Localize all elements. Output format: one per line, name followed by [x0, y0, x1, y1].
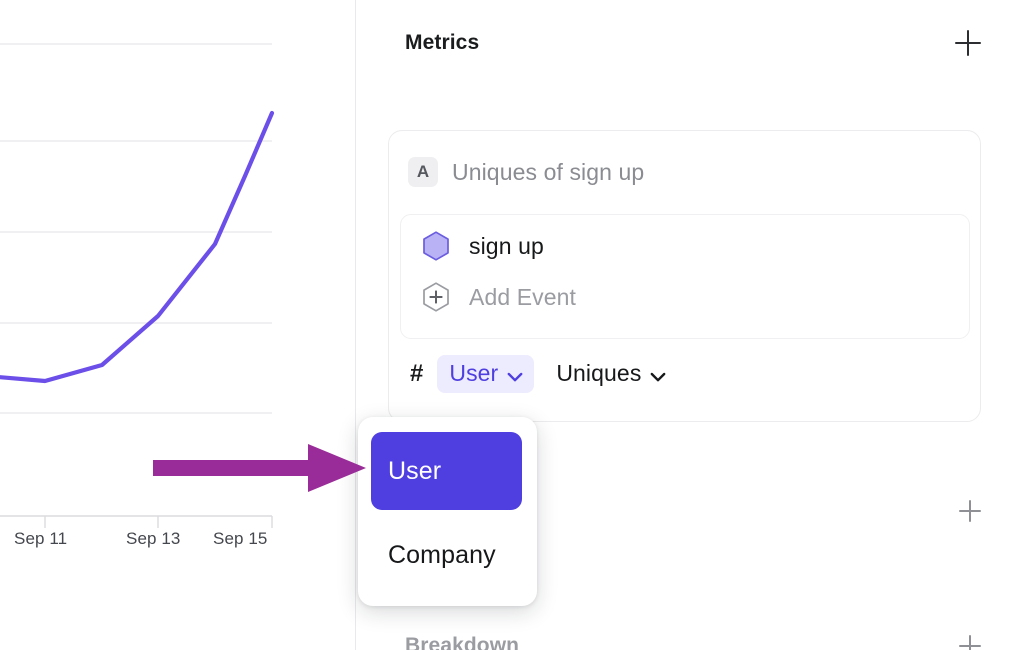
breakdown-section-header: Breakdown [405, 634, 981, 650]
aggregation-row: # User Uniques [410, 355, 677, 393]
measure-type-value: Uniques [556, 360, 642, 386]
metric-title: Uniques of sign up [452, 158, 645, 185]
chart-gridlines [0, 43, 272, 414]
chart-series-line [0, 110, 275, 384]
add-metric-button[interactable] [955, 30, 981, 56]
hexagon-filled-icon [419, 229, 453, 263]
metrics-section-header: Metrics [405, 30, 981, 56]
chart-x-axis [0, 515, 273, 528]
chevron-down-icon [650, 369, 666, 381]
hexagon-plus-icon [419, 280, 453, 314]
event-row[interactable]: sign up [419, 226, 544, 266]
event-label: sign up [469, 232, 544, 259]
metric-letter-badge: A [408, 157, 438, 187]
dropdown-option-user[interactable]: User [371, 432, 522, 510]
events-card: sign up Add Event [400, 214, 970, 339]
x-tick-label-0: Sep 11 [14, 529, 68, 548]
chevron-down-icon [507, 369, 523, 381]
x-tick-label-1: Sep 13 [126, 529, 181, 548]
page-title: Metrics [405, 31, 480, 54]
add-breakdown-button[interactable] [959, 635, 981, 650]
x-tick-label-2: Sep 15 [213, 529, 268, 548]
add-item-button[interactable] [959, 500, 981, 522]
breakdown-title: Breakdown [405, 634, 520, 650]
secondary-add-row [405, 500, 981, 522]
hash-icon: # [410, 360, 424, 387]
metric-title-row: A Uniques of sign up [408, 157, 644, 187]
pane-divider [355, 0, 356, 650]
dropdown-option-company[interactable]: Company [388, 540, 496, 569]
line-chart [0, 43, 275, 528]
entity-type-dropdown: User Company [358, 417, 537, 606]
measure-type-select[interactable]: Uniques [544, 355, 677, 393]
entity-type-value: User [449, 360, 499, 386]
entity-type-select[interactable]: User [437, 355, 535, 393]
chart-pane: Sep 11 Sep 13 Sep 15 [0, 0, 355, 650]
metric-card: A Uniques of sign up sign up [388, 130, 981, 422]
add-event-row[interactable]: Add Event [419, 277, 576, 317]
add-event-label: Add Event [469, 283, 577, 310]
